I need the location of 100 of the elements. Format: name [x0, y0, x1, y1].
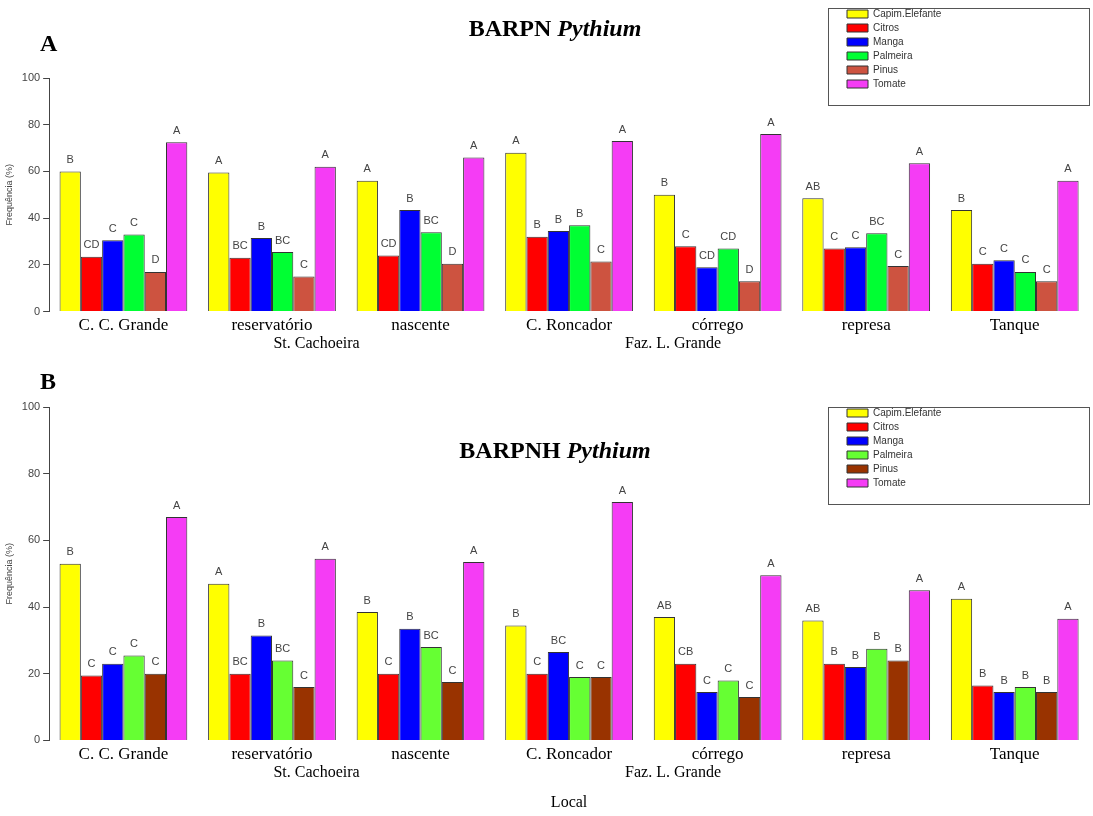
- data-label: D: [151, 253, 160, 266]
- data-label: CB: [678, 645, 694, 658]
- data-label: BC: [423, 213, 439, 226]
- data-label: C: [724, 661, 733, 674]
- data-label: C: [830, 230, 839, 243]
- data-label: BC: [550, 633, 567, 646]
- data-label: B: [363, 593, 371, 606]
- data-label: CD: [699, 248, 715, 261]
- data-label: C: [108, 645, 117, 658]
- data-label: B: [1000, 673, 1008, 686]
- data-label: C: [384, 655, 393, 668]
- data-label: A: [215, 565, 224, 578]
- data-label: A: [767, 115, 776, 128]
- data-label: C: [575, 658, 584, 671]
- data-label: A: [321, 540, 330, 553]
- data-label: BC: [423, 628, 439, 641]
- data-label: BC: [274, 641, 291, 654]
- data-label: C: [87, 656, 96, 669]
- data-label: A: [1064, 162, 1073, 175]
- text: Faz. L. Grande: [625, 762, 722, 780]
- x-tick-label: C. Roncador: [526, 744, 613, 764]
- data-label: C: [703, 673, 711, 686]
- legend-label: Manga: [873, 35, 905, 47]
- data-label: A: [1064, 600, 1073, 613]
- data-label: A: [618, 483, 627, 496]
- y-tick-label: 20: [27, 257, 41, 270]
- data-label: AB: [657, 598, 672, 611]
- data-label: C: [597, 242, 606, 255]
- data-label: C: [130, 636, 139, 649]
- x-tick-label: nascente: [391, 315, 450, 335]
- data-label: C: [681, 227, 690, 240]
- y-tick-label: 0: [34, 733, 41, 746]
- data-label: A: [767, 556, 776, 569]
- x-tick-label: Tanque: [989, 315, 1040, 335]
- data-label: B: [533, 218, 541, 231]
- data-label: B: [851, 648, 860, 661]
- data-label: A: [321, 148, 330, 161]
- data-label: A: [915, 571, 924, 584]
- data-label: A: [915, 144, 924, 157]
- data-label: B: [957, 191, 966, 204]
- data-label: C: [108, 221, 117, 234]
- text: St. Cachoeira: [273, 762, 360, 780]
- data-label: BC: [232, 239, 248, 252]
- data-label: A: [618, 122, 627, 135]
- x-tick-label: nascente: [391, 744, 450, 764]
- y-tick-label: 80: [27, 117, 41, 130]
- data-label: A: [470, 138, 479, 151]
- y-tick-label: 100: [21, 71, 41, 84]
- data-label: C: [533, 655, 542, 668]
- chart-title: BARPN Pythium: [468, 15, 642, 42]
- data-label: B: [979, 666, 987, 679]
- legend-label: Pinus: [873, 462, 899, 474]
- legend-label: Capim.Elefante: [873, 406, 942, 418]
- y-tick-label: 60: [27, 533, 41, 546]
- data-label: B: [660, 176, 669, 189]
- data-label: CD: [83, 238, 100, 251]
- data-label: A: [957, 580, 966, 593]
- y-tick-label: 0: [34, 304, 41, 317]
- data-label: A: [172, 498, 181, 511]
- data-label: C: [299, 668, 308, 681]
- data-label: C: [299, 258, 308, 271]
- x-tick-label: reservatório: [231, 315, 313, 335]
- x-tick-label: represa: [841, 744, 892, 764]
- data-label: AB: [805, 179, 821, 192]
- data-label: AB: [805, 601, 821, 614]
- data-label: C: [745, 678, 754, 691]
- text: B: [40, 368, 57, 395]
- y-tick-label: 60: [27, 164, 41, 177]
- legend-label: Capim.Elefante: [873, 7, 942, 19]
- legend-label: Tomate: [873, 476, 907, 488]
- y-axis-title: Frequência (%): [3, 164, 14, 226]
- data-label: C: [151, 655, 160, 668]
- data-label: B: [66, 545, 74, 558]
- data-label: C: [978, 245, 987, 258]
- data-label: BC: [232, 655, 248, 668]
- data-label: C: [1042, 262, 1051, 275]
- data-label: D: [745, 262, 754, 275]
- data-label: CD: [380, 237, 397, 250]
- data-label: B: [257, 616, 265, 629]
- data-label: B: [576, 206, 584, 219]
- text: BARPNH Pythium: [459, 437, 651, 464]
- data-label: B: [406, 610, 414, 623]
- data-label: B: [894, 641, 902, 654]
- x-axis-title: Local: [550, 792, 588, 810]
- data-label: C: [448, 663, 457, 676]
- data-label: C: [1021, 253, 1030, 266]
- y-axis-title: Frequência (%): [3, 542, 14, 605]
- data-label: B: [66, 152, 74, 165]
- y-tick-label: 20: [27, 666, 41, 679]
- data-label: B: [830, 645, 838, 658]
- x-tick-label: C. Roncador: [526, 315, 613, 335]
- text: A: [40, 30, 58, 57]
- x-tick-label: córrego: [691, 315, 744, 335]
- legend-label: Palmeira: [873, 448, 913, 460]
- y-tick-label: 40: [27, 600, 41, 613]
- legend-label: Pinus: [873, 63, 899, 75]
- data-label: BC: [274, 233, 291, 246]
- y-tick-label: 40: [27, 211, 41, 224]
- x-tick-label: córrego: [691, 744, 744, 764]
- text: St. Cachoeira: [273, 333, 360, 351]
